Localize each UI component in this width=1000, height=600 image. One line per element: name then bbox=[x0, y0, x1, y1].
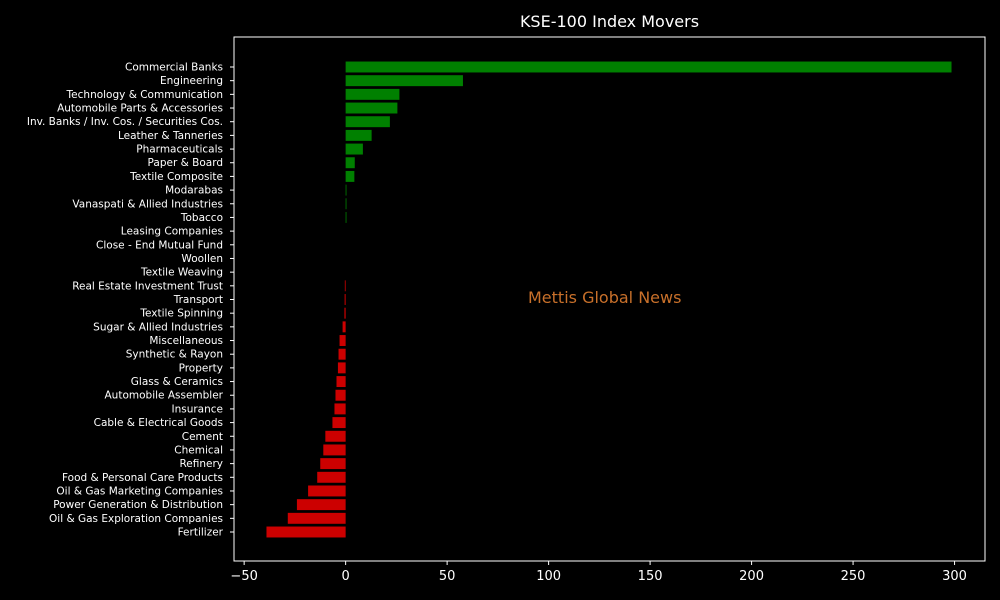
category-label: Paper & Board bbox=[148, 157, 223, 169]
bar bbox=[344, 307, 346, 319]
x-tick-label: 300 bbox=[942, 569, 967, 584]
bar bbox=[344, 280, 346, 292]
category-label: Textile Weaving bbox=[140, 267, 223, 279]
category-label: Automobile Parts & Accessories bbox=[57, 103, 223, 115]
category-label: Sugar & Allied Industries bbox=[93, 321, 223, 333]
bar bbox=[317, 471, 346, 483]
bar bbox=[320, 458, 346, 470]
category-label: Modarabas bbox=[165, 185, 223, 197]
x-tick-label: 0 bbox=[341, 569, 349, 584]
category-label: Food & Personal Care Products bbox=[62, 472, 223, 484]
bar bbox=[337, 362, 346, 374]
x-tick-label: 100 bbox=[536, 569, 561, 584]
bar bbox=[345, 116, 390, 128]
category-label: Close - End Mutual Fund bbox=[96, 239, 223, 251]
bar bbox=[266, 526, 346, 538]
category-label: Vanaspati & Allied Industries bbox=[72, 198, 223, 210]
category-label: Engineering bbox=[160, 75, 223, 87]
category-label: Technology & Communication bbox=[66, 89, 223, 101]
bar bbox=[325, 430, 346, 442]
category-label: Glass & Ceramics bbox=[131, 376, 223, 388]
bar bbox=[345, 75, 463, 87]
bar bbox=[345, 129, 372, 141]
category-label: Oil & Gas Exploration Companies bbox=[49, 513, 223, 525]
category-label: Textile Spinning bbox=[139, 308, 223, 320]
category-label: Inv. Banks / Inv. Cos. / Securities Cos. bbox=[27, 116, 223, 128]
category-label: Transport bbox=[173, 294, 223, 306]
bar bbox=[338, 348, 346, 360]
category-label: Cement bbox=[182, 431, 223, 443]
category-label: Fertilizer bbox=[178, 527, 224, 539]
bar bbox=[335, 389, 346, 401]
bar bbox=[345, 61, 952, 73]
category-label: Leather & Tanneries bbox=[118, 130, 223, 142]
watermark-text: Mettis Global News bbox=[528, 288, 682, 307]
category-label: Automobile Assembler bbox=[105, 390, 224, 402]
bar bbox=[345, 88, 400, 100]
category-label: Chemical bbox=[174, 444, 223, 456]
bar bbox=[339, 335, 346, 346]
category-label: Refinery bbox=[179, 458, 223, 470]
category-label: Insurance bbox=[171, 403, 223, 415]
category-label: Pharmaceuticals bbox=[136, 144, 223, 156]
category-label: Cable & Electrical Goods bbox=[94, 417, 223, 429]
bar bbox=[296, 499, 346, 511]
category-label: Oil & Gas Marketing Companies bbox=[56, 485, 223, 497]
plot-frame bbox=[233, 36, 986, 562]
bar bbox=[345, 170, 355, 182]
bar bbox=[345, 143, 363, 155]
category-label: Power Generation & Distribution bbox=[53, 499, 223, 511]
bar bbox=[336, 376, 346, 388]
category-label: Textile Composite bbox=[129, 171, 223, 183]
bar bbox=[345, 157, 355, 169]
bar bbox=[334, 403, 346, 415]
x-tick-label: 150 bbox=[638, 569, 663, 584]
bar bbox=[287, 512, 346, 524]
chart-title: KSE-100 Index Movers bbox=[519, 12, 700, 31]
bar bbox=[308, 485, 346, 497]
x-tick-label: 200 bbox=[739, 569, 764, 584]
bar bbox=[345, 102, 398, 114]
bar bbox=[332, 417, 346, 429]
x-tick-label: 50 bbox=[439, 569, 456, 584]
category-label: Property bbox=[179, 362, 223, 374]
x-tick-label: 250 bbox=[841, 569, 866, 584]
category-label: Commercial Banks bbox=[125, 62, 223, 74]
x-tick-label: −50 bbox=[230, 569, 257, 584]
bar bbox=[345, 211, 347, 223]
bar bbox=[345, 198, 347, 210]
category-label: Miscellaneous bbox=[149, 335, 223, 347]
category-label: Leasing Companies bbox=[121, 226, 223, 238]
category-label: Woollen bbox=[181, 253, 223, 265]
category-label: Real Estate Investment Trust bbox=[72, 280, 223, 292]
bar bbox=[342, 321, 346, 333]
category-label: Tobacco bbox=[180, 212, 223, 224]
category-label: Synthetic & Rayon bbox=[126, 349, 223, 361]
bar bbox=[344, 294, 346, 305]
bar bbox=[323, 444, 346, 456]
bar bbox=[345, 184, 347, 196]
